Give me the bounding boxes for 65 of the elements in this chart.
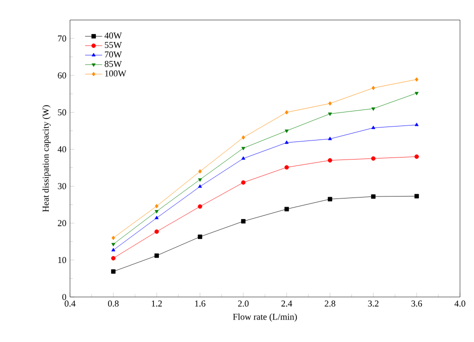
point (198, 184, 202, 188)
legend-label: 40W (104, 32, 122, 39)
point (154, 229, 159, 234)
x-tick-label: 0.8 (108, 300, 119, 307)
point (111, 256, 116, 260)
point (328, 112, 332, 116)
y-axis-title: Heat dissipation capacity (W) (42, 105, 51, 212)
point (241, 180, 246, 185)
x-tick-label: 1.2 (152, 300, 162, 307)
x-tick-label: 3.6 (411, 300, 422, 307)
x-tick-label: 3.2 (368, 300, 378, 307)
point (284, 130, 289, 133)
point (414, 122, 419, 126)
point (372, 86, 376, 90)
point (112, 236, 116, 240)
point (371, 107, 376, 111)
x-tick-label: 2.4 (281, 300, 292, 307)
point (154, 204, 158, 208)
legend-label: 70W (104, 51, 122, 58)
point (414, 77, 418, 82)
point (198, 178, 202, 182)
point (154, 210, 159, 214)
legend-label: 85W (104, 60, 122, 67)
point (154, 253, 159, 258)
point (111, 269, 116, 274)
point (284, 110, 288, 115)
point (241, 156, 246, 160)
x-tick-label: 1.6 (195, 300, 206, 307)
y-tick-label: 20 (58, 220, 66, 226)
point (371, 156, 376, 161)
y-tick-label: 40 (58, 146, 66, 152)
point (284, 165, 289, 170)
x-tick-label: 2.8 (324, 300, 336, 307)
legend-label: 55W (104, 42, 122, 48)
point (111, 242, 116, 246)
x-tick-label: 0.4 (64, 300, 76, 307)
point (328, 158, 332, 163)
point (241, 146, 246, 150)
point (111, 248, 116, 252)
y-tick-label: 70 (58, 35, 66, 42)
x-tick-label: 2.0 (238, 300, 249, 307)
point (328, 196, 332, 202)
point (242, 135, 246, 140)
point (371, 126, 376, 130)
y-tick-label: 10 (58, 257, 66, 264)
point (328, 136, 332, 140)
point (414, 194, 419, 198)
legend-label: 100W (105, 70, 126, 76)
point (284, 140, 289, 144)
y-tick-label: 60 (58, 72, 66, 78)
point (371, 194, 376, 199)
point (284, 206, 289, 212)
x-tick-label: 4.0 (454, 300, 466, 307)
point (328, 101, 332, 106)
point (198, 204, 202, 209)
point (241, 219, 246, 224)
point (154, 216, 159, 220)
y-tick-label: 50 (58, 109, 66, 116)
y-tick-label: 0 (62, 294, 66, 300)
x-axis-title: Flow rate (L/min) (233, 314, 297, 322)
point (414, 92, 419, 96)
point (198, 234, 202, 239)
point (198, 169, 202, 174)
y-tick-label: 30 (58, 183, 66, 190)
point (414, 154, 419, 159)
